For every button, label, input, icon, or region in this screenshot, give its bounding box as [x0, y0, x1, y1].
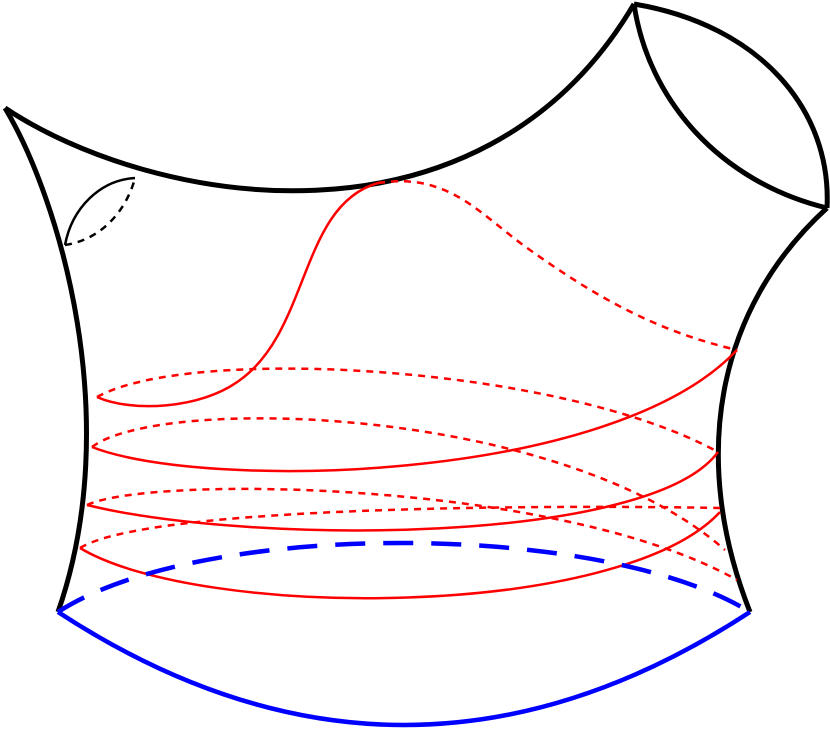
red-curve-dashed — [377, 180, 738, 352]
blue-dashed — [56, 540, 752, 614]
right-edge — [715, 206, 829, 613]
lens-outer — [633, 1, 830, 209]
red-curve — [96, 181, 379, 408]
small-arc-dashed — [64, 177, 137, 247]
red-curve-dashed — [86, 487, 738, 582]
lens-inner — [631, 3, 828, 211]
red-curve — [86, 451, 720, 532]
blue-bottom — [56, 610, 752, 728]
red-curve — [91, 349, 738, 473]
red-curve-dashed — [96, 367, 719, 454]
top-edge — [3, 2, 637, 194]
small-arc — [63, 176, 136, 246]
red-curve — [79, 511, 721, 600]
left-edge — [2, 106, 89, 613]
red-curve-dashed — [79, 505, 723, 550]
